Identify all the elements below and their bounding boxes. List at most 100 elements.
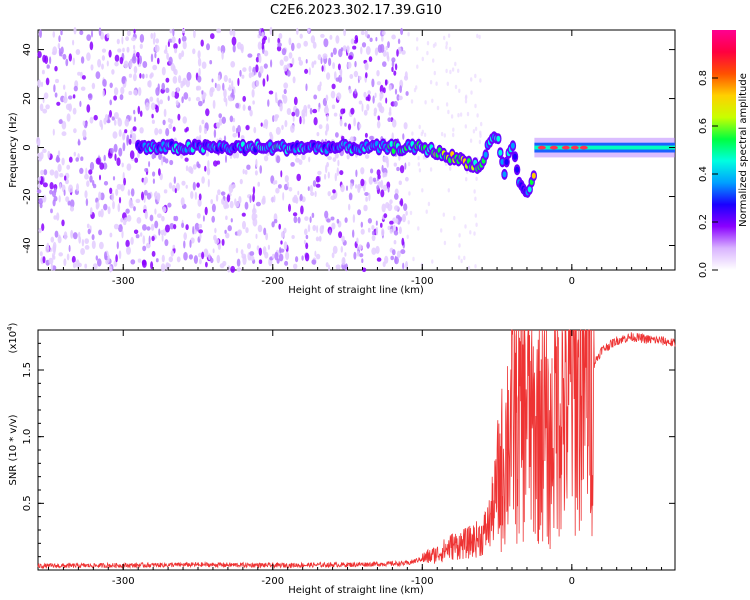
noise-speck	[431, 98, 434, 104]
noise-speck	[58, 35, 61, 43]
noise-speck	[343, 29, 346, 37]
noise-speck	[92, 263, 98, 270]
noise-speck	[207, 178, 210, 188]
noise-speck	[42, 108, 48, 114]
noise-speck	[236, 42, 242, 50]
noise-speck	[68, 53, 73, 62]
noise-speck	[292, 212, 298, 217]
noise-speck	[145, 102, 150, 111]
noise-speck	[198, 193, 202, 201]
noise-speck	[65, 178, 69, 185]
noise-speck	[37, 176, 42, 182]
noise-speck	[130, 129, 133, 135]
noise-speck	[208, 253, 211, 261]
noise-speck	[330, 195, 336, 200]
noise-speck	[68, 184, 74, 193]
y-tick-label: 0	[22, 144, 33, 150]
noise-speck	[104, 251, 107, 260]
noise-speck	[377, 174, 381, 180]
noise-speck	[214, 238, 220, 245]
noise-speck	[54, 230, 59, 238]
noise-speck	[267, 99, 270, 107]
noise-speck	[55, 156, 61, 163]
noise-speck	[239, 178, 243, 185]
noise-speck	[327, 156, 332, 161]
noise-speck	[368, 176, 373, 185]
trace-hotspot	[537, 145, 546, 150]
noise-speck	[364, 132, 368, 138]
noise-speck	[470, 90, 473, 95]
trace-hotspot	[561, 145, 570, 150]
noise-speck	[322, 53, 328, 59]
noise-speck	[123, 60, 129, 69]
noise-speck	[235, 152, 240, 159]
noise-speck	[377, 115, 381, 121]
noise-speck	[435, 81, 438, 86]
noise-speck	[201, 119, 205, 125]
noise-speck	[79, 167, 84, 174]
noise-speck	[259, 65, 264, 74]
noise-speck	[151, 119, 155, 125]
noise-speck	[126, 46, 130, 53]
snr-multiplier: (x104)	[6, 322, 19, 353]
noise-speck	[80, 156, 84, 161]
noise-speck	[42, 148, 47, 153]
noise-speck	[247, 243, 251, 250]
noise-speck	[84, 173, 89, 180]
noise-speck	[232, 125, 236, 133]
noise-speck	[89, 116, 94, 124]
noise-speck	[113, 223, 119, 230]
noise-speck	[159, 99, 163, 105]
noise-speck	[259, 165, 263, 174]
noise-speck	[73, 151, 77, 157]
noise-speck	[478, 139, 482, 145]
noise-speck	[332, 62, 335, 70]
colorbar-tick-label: 0.2	[698, 214, 709, 230]
noise-speck	[173, 176, 176, 184]
noise-speck	[88, 169, 93, 175]
noise-speck	[421, 188, 424, 193]
noise-speck	[51, 51, 57, 56]
noise-speck	[281, 48, 287, 56]
noise-speck	[376, 81, 381, 86]
noise-speck	[269, 133, 274, 142]
noise-speck	[173, 43, 178, 50]
noise-speck	[185, 224, 189, 231]
noise-speck	[76, 183, 79, 192]
noise-speck	[54, 170, 59, 179]
noise-speck	[305, 108, 308, 117]
noise-speck	[469, 230, 472, 235]
noise-speck	[217, 189, 221, 196]
noise-speck	[45, 77, 50, 86]
noise-speck	[402, 133, 405, 140]
noise-speck	[53, 215, 57, 220]
noise-speck	[297, 190, 300, 196]
noise-speck	[252, 100, 255, 105]
noise-speck	[183, 240, 186, 249]
noise-speck	[221, 238, 225, 246]
noise-speck	[109, 82, 113, 89]
noise-speck	[151, 250, 156, 257]
noise-speck	[49, 169, 55, 176]
noise-speck	[168, 123, 173, 129]
noise-speck	[249, 251, 255, 256]
noise-speck	[393, 100, 398, 107]
noise-speck	[297, 216, 301, 224]
noise-speck	[333, 112, 338, 117]
noise-speck	[181, 35, 187, 42]
noise-speck	[393, 70, 397, 76]
noise-speck	[126, 163, 132, 171]
noise-speck	[459, 112, 463, 117]
noise-speck	[452, 127, 455, 132]
noise-speck	[149, 214, 154, 222]
noise-speck	[150, 261, 154, 270]
noise-speck	[304, 68, 309, 74]
noise-speck	[50, 208, 53, 214]
noise-speck	[216, 160, 221, 165]
noise-speck	[354, 88, 357, 95]
noise-speck	[476, 33, 479, 39]
noise-speck	[385, 97, 388, 104]
noise-speck	[261, 198, 266, 205]
trace-blob-core	[504, 159, 509, 165]
noise-speck	[103, 203, 108, 211]
